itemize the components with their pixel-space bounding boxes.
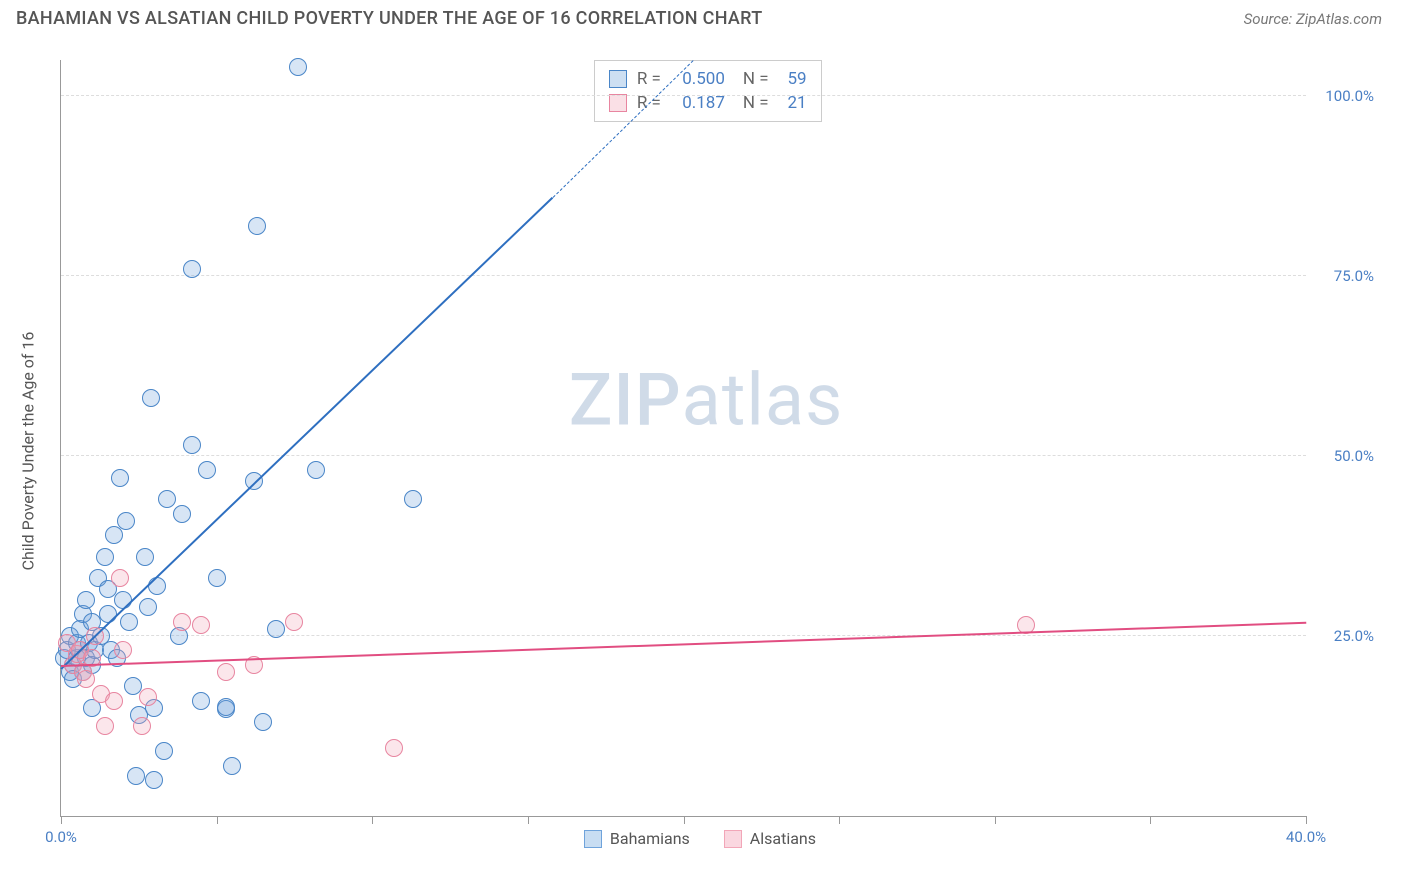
legend-swatch [609, 70, 627, 88]
scatter-point [267, 620, 285, 638]
gridline [61, 455, 1306, 456]
plot-area: ZIPatlas R =0.500N =59R =0.187N =21 Baha… [60, 60, 1306, 817]
scatter-point [111, 569, 129, 587]
gridline [61, 95, 1306, 96]
scatter-point [198, 461, 216, 479]
gridline [61, 275, 1306, 276]
scatter-point [99, 605, 117, 623]
x-tick-label: 40.0% [1286, 828, 1326, 846]
x-tick [684, 816, 685, 824]
scatter-point [96, 717, 114, 735]
scatter-point [217, 663, 235, 681]
scatter-point [192, 692, 210, 710]
scatter-point [133, 717, 151, 735]
scatter-point [183, 436, 201, 454]
stats-legend-row: R =0.500N =59 [609, 67, 807, 91]
legend-swatch [724, 830, 742, 848]
scatter-point [404, 490, 422, 508]
chart-container: Child Poverty Under the Age of 16 ZIPatl… [50, 40, 1386, 862]
scatter-point [142, 389, 160, 407]
scatter-point [105, 526, 123, 544]
scatter-point [145, 771, 163, 789]
watermark: ZIPatlas [569, 358, 843, 443]
legend-item: Alsatians [724, 829, 816, 848]
bottom-legend: Bahamians Alsatians [584, 829, 816, 848]
header: BAHAMIAN VS ALSATIAN CHILD POVERTY UNDER… [0, 0, 1406, 37]
scatter-point [136, 548, 154, 566]
stats-n-label: N = [743, 69, 769, 89]
scatter-point [183, 260, 201, 278]
scatter-point [127, 767, 145, 785]
x-tick [217, 816, 218, 824]
chart-title: BAHAMIAN VS ALSATIAN CHILD POVERTY UNDER… [16, 8, 762, 29]
scatter-point [385, 739, 403, 757]
x-tick [839, 816, 840, 824]
x-tick [1150, 816, 1151, 824]
stats-r-value: 0.187 [671, 93, 725, 113]
scatter-point [208, 569, 226, 587]
scatter-point [117, 512, 135, 530]
stats-n-label: N = [743, 93, 769, 113]
trend-line [60, 197, 553, 670]
stats-n-value: 21 [779, 93, 807, 113]
y-tick-label: 25.0% [1314, 627, 1374, 645]
legend-item: Bahamians [584, 829, 690, 848]
y-tick-label: 75.0% [1314, 267, 1374, 285]
scatter-point [77, 670, 95, 688]
scatter-point [289, 58, 307, 76]
stats-n-value: 59 [779, 69, 807, 89]
source-credit: Source: ZipAtlas.com [1244, 10, 1382, 28]
scatter-point [105, 692, 123, 710]
scatter-point [248, 217, 266, 235]
legend-label: Alsatians [750, 829, 816, 848]
legend-swatch [584, 830, 602, 848]
x-tick [372, 816, 373, 824]
scatter-point [285, 613, 303, 631]
stats-r-label: R = [637, 69, 661, 89]
y-tick-label: 50.0% [1314, 447, 1374, 465]
scatter-point [77, 591, 95, 609]
legend-swatch [609, 94, 627, 112]
gridline [61, 635, 1306, 636]
scatter-point [307, 461, 325, 479]
scatter-point [173, 505, 191, 523]
x-tick [995, 816, 996, 824]
scatter-point [217, 698, 235, 716]
x-tick [528, 816, 529, 824]
scatter-point [111, 469, 129, 487]
scatter-point [158, 490, 176, 508]
scatter-point [155, 742, 173, 760]
scatter-point [192, 616, 210, 634]
watermark-light: atlas [682, 358, 844, 443]
scatter-point [223, 757, 241, 775]
scatter-point [254, 713, 272, 731]
watermark-bold: ZIP [569, 358, 682, 443]
y-axis-title: Child Poverty Under the Age of 16 [19, 332, 38, 571]
trend-line [61, 622, 1306, 667]
stats-legend: R =0.500N =59R =0.187N =21 [594, 60, 822, 122]
x-tick [61, 816, 62, 824]
scatter-point [139, 688, 157, 706]
scatter-point [173, 613, 191, 631]
scatter-point [120, 613, 138, 631]
scatter-point [139, 598, 157, 616]
scatter-point [96, 548, 114, 566]
x-tick [1306, 816, 1307, 824]
x-tick-label: 0.0% [45, 828, 77, 846]
legend-label: Bahamians [610, 829, 690, 848]
y-tick-label: 100.0% [1314, 87, 1374, 105]
scatter-point [114, 641, 132, 659]
